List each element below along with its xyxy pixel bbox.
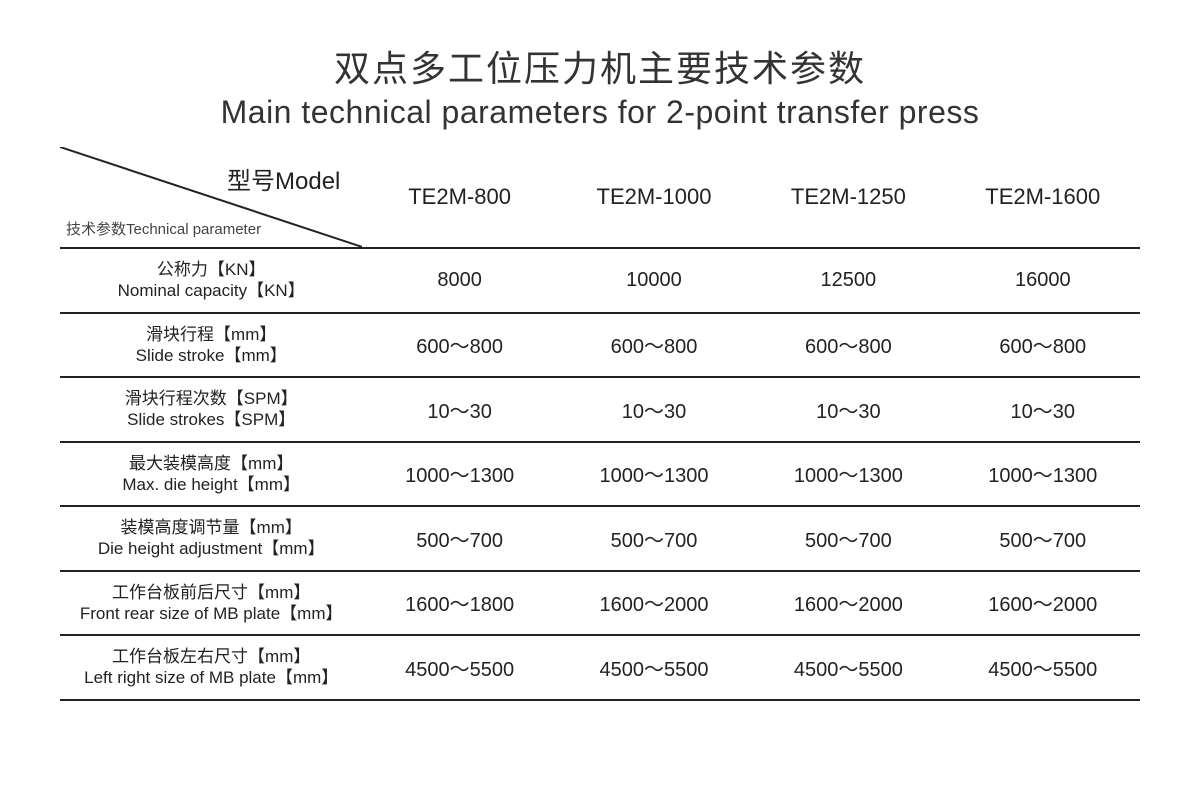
cell: 600～800 — [362, 313, 556, 378]
header-row: 型号Model 技术参数Technical parameter TE2M-800… — [60, 147, 1140, 248]
param-label: 滑块行程【mm】Slide stroke【mm】 — [60, 313, 362, 378]
table-row: 滑块行程【mm】Slide stroke【mm】 600～800 600～800… — [60, 313, 1140, 378]
cell: 1600～1800 — [362, 571, 556, 636]
cell: 4500～5500 — [946, 635, 1140, 700]
cell: 600～800 — [751, 313, 945, 378]
param-label: 最大装模高度【mm】Max. die height【mm】 — [60, 442, 362, 507]
cell: 500～700 — [362, 506, 556, 571]
table-row: 工作台板左右尺寸【mm】Left right size of MB plate【… — [60, 635, 1140, 700]
cell: 4500～5500 — [557, 635, 751, 700]
cell: 10000 — [557, 248, 751, 313]
title-chinese: 双点多工位压力机主要技术参数 — [60, 40, 1140, 92]
cell: 500～700 — [946, 506, 1140, 571]
model-col-1: TE2M-1000 — [557, 147, 751, 248]
header-model-label: 型号Model — [227, 161, 340, 196]
table-row: 工作台板前后尺寸【mm】Front rear size of MB plate【… — [60, 571, 1140, 636]
cell: 500～700 — [557, 506, 751, 571]
table-row: 装模高度调节量【mm】Die height adjustment【mm】 500… — [60, 506, 1140, 571]
model-col-3: TE2M-1600 — [946, 147, 1140, 248]
table-row: 最大装模高度【mm】Max. die height【mm】 1000～1300 … — [60, 442, 1140, 507]
cell: 12500 — [751, 248, 945, 313]
cell: 10～30 — [362, 377, 556, 442]
cell: 10～30 — [946, 377, 1140, 442]
cell: 600～800 — [557, 313, 751, 378]
table-row: 滑块行程次数【SPM】Slide strokes【SPM】 10～30 10～3… — [60, 377, 1140, 442]
cell: 4500～5500 — [362, 635, 556, 700]
param-label: 滑块行程次数【SPM】Slide strokes【SPM】 — [60, 377, 362, 442]
cell: 10～30 — [751, 377, 945, 442]
cell: 500～700 — [751, 506, 945, 571]
cell: 1600～2000 — [557, 571, 751, 636]
cell: 1000～1300 — [946, 442, 1140, 507]
cell: 1600～2000 — [946, 571, 1140, 636]
cell: 8000 — [362, 248, 556, 313]
cell: 1000～1300 — [557, 442, 751, 507]
model-col-2: TE2M-1250 — [751, 147, 945, 248]
cell: 1600～2000 — [751, 571, 945, 636]
cell: 10～30 — [557, 377, 751, 442]
cell: 4500～5500 — [751, 635, 945, 700]
table-row: 公称力【KN】Nominal capacity【KN】 8000 10000 1… — [60, 248, 1140, 313]
cell: 600～800 — [946, 313, 1140, 378]
cell: 16000 — [946, 248, 1140, 313]
param-label: 工作台板前后尺寸【mm】Front rear size of MB plate【… — [60, 571, 362, 636]
param-label: 工作台板左右尺寸【mm】Left right size of MB plate【… — [60, 635, 362, 700]
spec-table: 型号Model 技术参数Technical parameter TE2M-800… — [60, 147, 1140, 701]
header-diagonal-cell: 型号Model 技术参数Technical parameter — [60, 147, 362, 248]
header-param-label: 技术参数Technical parameter — [66, 218, 261, 239]
param-label: 装模高度调节量【mm】Die height adjustment【mm】 — [60, 506, 362, 571]
param-label: 公称力【KN】Nominal capacity【KN】 — [60, 248, 362, 313]
model-col-0: TE2M-800 — [362, 147, 556, 248]
cell: 1000～1300 — [751, 442, 945, 507]
cell: 1000～1300 — [362, 442, 556, 507]
title-english: Main technical parameters for 2-point tr… — [60, 94, 1140, 131]
